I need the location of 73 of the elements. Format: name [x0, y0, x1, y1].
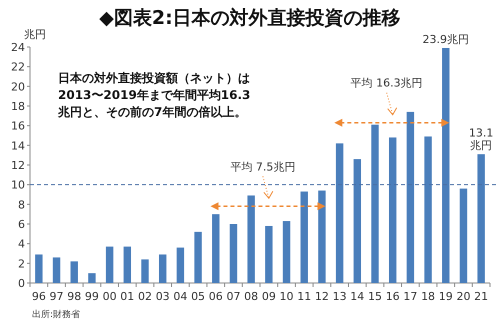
bar [141, 259, 149, 283]
bar [371, 124, 379, 283]
x-tick-label: 06 [208, 290, 223, 303]
bar [212, 214, 220, 283]
data-label: 13.1兆円 [468, 126, 494, 152]
x-tick-label: 21 [474, 290, 488, 303]
y-tick-label: 2 [18, 257, 25, 270]
bar [106, 246, 114, 283]
annotation: 平均 16.3兆円 [350, 76, 423, 90]
x-tick-label: 01 [120, 290, 134, 303]
x-tick-label: 18 [421, 290, 436, 303]
y-tick-label: 12 [11, 159, 25, 172]
y-tick-label: 16 [11, 120, 25, 133]
bar [35, 254, 43, 283]
x-tick-label: 08 [244, 290, 258, 303]
x-tick-label: 05 [191, 290, 206, 303]
x-tick-label: 99 [84, 290, 99, 303]
x-tick-label: 02 [138, 290, 152, 303]
bar [336, 143, 344, 283]
bar [388, 137, 396, 283]
x-tick-label: 04 [173, 290, 188, 303]
bar [442, 48, 450, 283]
bar [158, 254, 166, 283]
bar [88, 273, 96, 283]
y-tick-label: 22 [11, 60, 25, 74]
x-tick-label: 96 [32, 290, 46, 303]
bar [52, 257, 60, 283]
x-tick-label: 11 [297, 290, 312, 303]
x-tick-label: 10 [280, 290, 294, 303]
bar [282, 221, 290, 283]
x-tick-label: 12 [314, 290, 329, 303]
bar [318, 190, 326, 283]
x-tick-label: 97 [50, 290, 64, 303]
y-tick-label: 20 [11, 80, 25, 94]
data-label: 23.9兆円 [422, 32, 470, 46]
y-tick-label: 24 [11, 41, 25, 54]
y-tick-label: 4 [18, 238, 25, 251]
bar [247, 195, 255, 283]
bar [406, 112, 414, 283]
y-tick-label: 8 [18, 198, 25, 212]
bar [300, 192, 308, 283]
annotation: 日本の対外直接投資額（ネット）は2013〜2019年まで年間平均16.3兆円と、その前の7年間の倍以上。 [58, 70, 252, 121]
text: 出所:財務省 [32, 308, 80, 321]
y-tick-label: 0 [18, 277, 25, 290]
y-tick-label: 10 [11, 178, 25, 192]
y-tick-label: 18 [11, 100, 25, 113]
bar [124, 246, 132, 283]
x-tick-label: 00 [102, 290, 117, 303]
x-tick-label: 98 [67, 290, 82, 303]
bar [70, 261, 78, 283]
bar [477, 154, 485, 283]
bar [354, 159, 362, 283]
bar [460, 188, 468, 283]
bar [176, 248, 184, 283]
bar [230, 224, 238, 283]
x-tick-label: 07 [226, 290, 240, 303]
annotation: 平均 7.5兆円 [230, 160, 296, 174]
chart-title: ◆図表2:日本の対外直接投資の推移 [99, 7, 401, 29]
x-tick-label: 20 [456, 290, 470, 303]
y-tick-label: 14 [11, 139, 25, 152]
bar [265, 226, 273, 283]
y-tick-label: 6 [18, 218, 25, 231]
x-tick-label: 19 [438, 290, 453, 303]
x-tick-label: 14 [350, 290, 364, 303]
x-tick-label: 13 [332, 290, 347, 303]
x-tick-label: 03 [156, 290, 170, 303]
x-tick-label: 15 [368, 290, 382, 303]
x-tick-label: 17 [403, 290, 418, 303]
bar [194, 232, 202, 283]
x-tick-label: 09 [262, 290, 276, 303]
bar [424, 136, 432, 283]
x-tick-label: 16 [386, 290, 400, 303]
y-axis-title: 兆円 [24, 28, 46, 41]
